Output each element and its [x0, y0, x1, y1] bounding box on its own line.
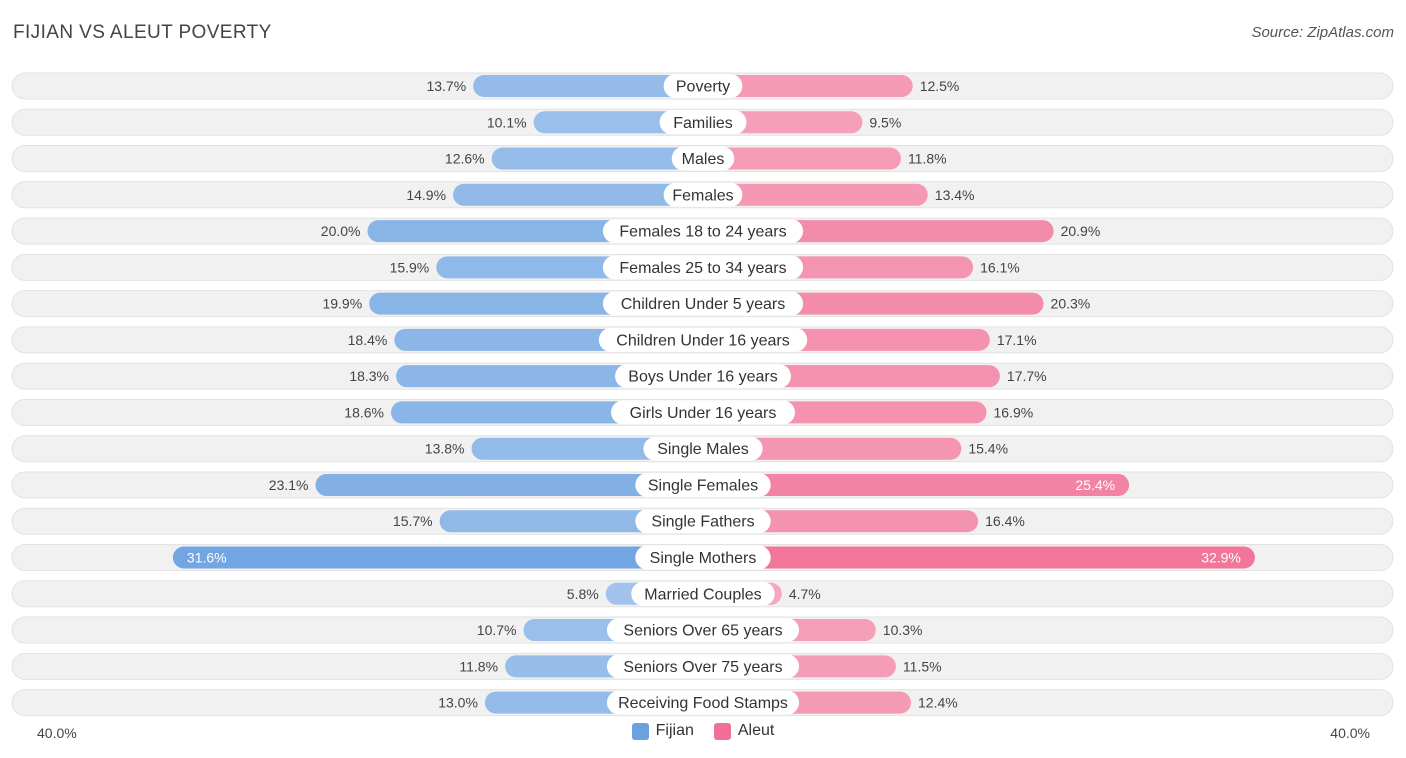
category-label-pill — [671, 146, 735, 171]
category-label-pill — [606, 618, 800, 643]
value-label-fijian: 10.1% — [487, 114, 527, 130]
value-label-aleut: 25.4% — [1075, 477, 1115, 493]
value-label-aleut: 12.4% — [918, 695, 958, 711]
value-label-fijian: 10.7% — [477, 622, 517, 638]
bar-fijian — [491, 147, 703, 170]
category-label: Married Couples — [644, 586, 761, 603]
category-label-pill — [602, 219, 804, 244]
axis-min-label: 40.0% — [37, 725, 77, 741]
value-label-fijian: 23.1% — [269, 477, 309, 493]
category-label-pill — [635, 545, 771, 570]
bar-aleut — [703, 75, 913, 97]
category-label-pill — [602, 291, 804, 316]
value-label-aleut: 20.3% — [1051, 296, 1091, 312]
bar-aleut — [703, 147, 901, 170]
category-label-pill — [606, 690, 800, 715]
bar-aleut — [703, 183, 928, 206]
bar-aleut — [703, 473, 1130, 496]
category-label: Single Mothers — [650, 550, 757, 567]
legend-item-fijian[interactable]: Fijian — [631, 722, 694, 740]
value-label-fijian: 18.4% — [348, 332, 388, 348]
source-label: Source: ZipAtlas.com — [1251, 24, 1394, 41]
value-label-aleut: 13.4% — [935, 187, 975, 203]
value-label-aleut: 16.1% — [980, 259, 1020, 275]
legend-item-aleut[interactable]: Aleut — [713, 722, 775, 740]
value-label-fijian: 15.7% — [393, 513, 433, 529]
value-label-fijian: 5.8% — [567, 586, 599, 602]
value-label-fijian: 31.6% — [187, 550, 227, 566]
value-label-aleut: 10.3% — [883, 622, 923, 638]
category-label-pill — [606, 654, 800, 679]
value-label-aleut: 11.8% — [908, 151, 947, 167]
category-label-pill — [659, 110, 747, 135]
category-label-pill — [611, 400, 795, 425]
value-label-fijian: 12.6% — [445, 151, 485, 167]
value-label-aleut: 11.5% — [903, 658, 942, 674]
bar-fijian — [473, 75, 703, 97]
category-label-pill — [598, 327, 808, 352]
category-label: Males — [682, 151, 725, 168]
category-label: Seniors Over 75 years — [623, 659, 782, 676]
value-label-fijian: 13.7% — [426, 78, 466, 94]
legend: Fijian Aleut — [0, 722, 1406, 740]
category-label-pill — [631, 581, 775, 606]
value-label-fijian: 20.0% — [321, 223, 361, 239]
value-label-aleut: 12.5% — [920, 78, 960, 94]
category-label: Children Under 16 years — [616, 332, 789, 349]
category-label-pill — [663, 74, 743, 98]
bar-fijian — [533, 111, 703, 134]
value-label-aleut: 9.5% — [869, 114, 901, 130]
category-label-pill — [643, 436, 763, 461]
category-label: Seniors Over 65 years — [623, 623, 782, 640]
category-label: Poverty — [676, 79, 730, 96]
bar-aleut — [703, 546, 1255, 569]
category-label-pill — [602, 255, 804, 280]
category-label: Receiving Food Stamps — [618, 695, 788, 712]
value-label-fijian: 11.8% — [459, 658, 498, 674]
category-label: Single Fathers — [651, 514, 754, 531]
category-label-pill — [635, 509, 771, 534]
category-label: Boys Under 16 years — [628, 369, 777, 386]
category-label: Single Females — [648, 477, 758, 494]
category-label: Children Under 5 years — [621, 296, 786, 313]
category-label: Single Males — [657, 441, 749, 458]
value-label-fijian: 19.9% — [322, 296, 362, 312]
bar-aleut — [703, 437, 962, 460]
value-label-aleut: 32.9% — [1201, 550, 1241, 566]
legend-label-fijian: Fijian — [655, 722, 694, 739]
bar-fijian — [315, 473, 703, 496]
value-label-fijian: 15.9% — [390, 259, 430, 275]
axis-max-label: 40.0% — [1330, 725, 1370, 741]
category-label-pill — [615, 364, 791, 389]
chart-title: FIJIAN VS ALEUT POVERTY — [13, 22, 272, 43]
value-label-aleut: 4.7% — [789, 586, 821, 602]
value-label-aleut: 20.9% — [1061, 223, 1101, 239]
legend-swatch-aleut — [713, 722, 731, 740]
value-label-fijian: 18.6% — [344, 404, 384, 420]
legend-swatch-fijian — [631, 722, 649, 740]
category-label: Families — [673, 115, 733, 132]
bar-fijian — [453, 183, 703, 206]
value-label-aleut: 16.4% — [985, 513, 1025, 529]
category-label: Females 25 to 34 years — [619, 260, 786, 277]
bar-fijian — [172, 546, 703, 569]
category-label: Females 18 to 24 years — [619, 224, 786, 241]
category-label-pill — [635, 472, 771, 497]
value-label-fijian: 18.3% — [349, 368, 389, 384]
category-label: Females — [672, 187, 733, 204]
category-label: Girls Under 16 years — [630, 405, 777, 422]
category-label-pill — [663, 182, 743, 207]
value-label-aleut: 16.9% — [993, 404, 1033, 420]
value-label-aleut: 17.7% — [1007, 368, 1047, 384]
value-label-aleut: 15.4% — [968, 441, 1008, 457]
bar-aleut — [703, 510, 979, 533]
value-label-fijian: 13.8% — [425, 441, 465, 457]
value-label-fijian: 14.9% — [406, 187, 446, 203]
legend-label-aleut: Aleut — [737, 722, 775, 739]
value-label-fijian: 13.0% — [438, 695, 478, 711]
value-label-aleut: 17.1% — [997, 332, 1037, 348]
